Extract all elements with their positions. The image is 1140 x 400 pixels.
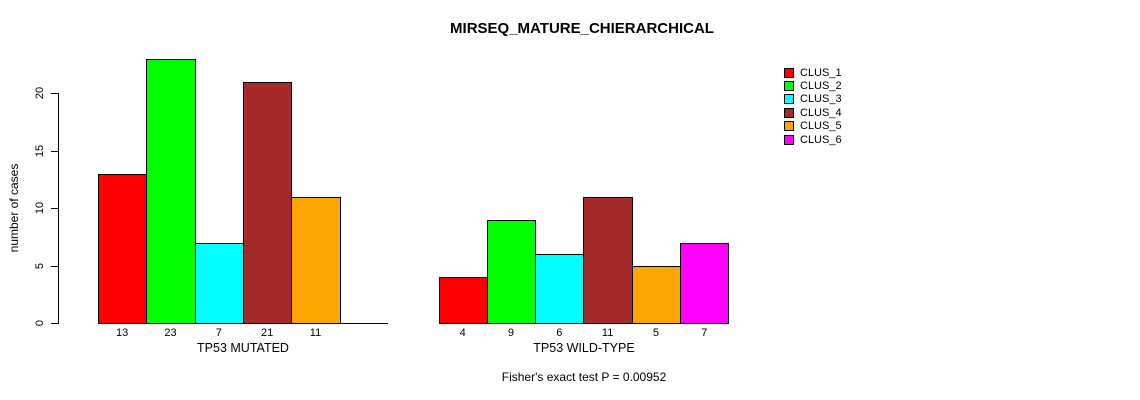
y-tick-label: 0: [34, 319, 46, 327]
legend-item: CLUS_3: [784, 93, 842, 106]
legend-item: CLUS_6: [784, 133, 842, 146]
y-axis-tick: [51, 323, 58, 324]
legend-swatch: [784, 81, 794, 92]
y-tick-label: 20: [34, 86, 46, 100]
legend-swatch: [784, 107, 794, 118]
legend-item: CLUS_1: [784, 66, 842, 79]
legend-item-label: CLUS_2: [800, 80, 842, 93]
legend-item-label: CLUS_6: [800, 133, 842, 146]
legend-item: CLUS_5: [784, 120, 842, 133]
bar: [98, 173, 148, 324]
y-tick-label: 15: [34, 144, 46, 158]
legend-item-label: CLUS_4: [800, 106, 842, 119]
legend: CLUS_1 CLUS_2 CLUS_3 CLUS_4 CLUS_5 CLUS_6: [784, 66, 842, 146]
legend-swatch: [784, 67, 794, 78]
y-axis-tick: [51, 208, 58, 209]
x-axis-label-group-2: TP53 WILD-TYPE: [533, 341, 635, 355]
bar: [438, 277, 488, 324]
legend-swatch: [784, 121, 794, 132]
legend-item-label: CLUS_5: [800, 120, 842, 133]
legend-item-label: CLUS_1: [800, 66, 842, 79]
legend-item: CLUS_2: [784, 79, 842, 92]
bar: [680, 242, 730, 324]
y-axis-tick: [51, 151, 58, 152]
bar: [146, 58, 196, 324]
chart-title: MIRSEQ_MATURE_CHIERARCHICAL: [450, 20, 714, 37]
x-axis-label-group-1: TP53 MUTATED: [197, 341, 289, 355]
bar: [486, 219, 537, 324]
legend-swatch: [784, 94, 794, 105]
bar: [535, 254, 585, 324]
bar-value-label: 9: [507, 327, 515, 339]
y-axis-tick: [51, 93, 58, 94]
bar-value-label: 11: [601, 327, 614, 339]
bar: [291, 196, 341, 324]
bar-value-label: 21: [261, 327, 274, 339]
bar-value-label: 5: [652, 327, 660, 339]
bar-value-label: 6: [556, 327, 563, 339]
bar-value-label: 7: [215, 327, 222, 339]
legend-item: CLUS_4: [784, 106, 842, 119]
footer-note: Fisher's exact test P = 0.00952: [501, 370, 667, 384]
bar: [194, 242, 244, 324]
legend-swatch: [784, 134, 794, 145]
bar: [631, 265, 682, 324]
y-axis-tick: [51, 266, 58, 267]
bar-value-label: 23: [164, 327, 177, 339]
y-tick-label: 5: [34, 262, 46, 270]
bar: [583, 196, 633, 324]
bar-value-label: 4: [459, 327, 466, 339]
bar-value-label: 13: [116, 327, 129, 339]
bar-value-label: 11: [309, 327, 322, 339]
y-axis-label: number of cases: [7, 163, 21, 253]
bar: [242, 81, 293, 324]
y-axis-line: [58, 93, 59, 324]
bar-value-label: 7: [701, 327, 708, 339]
y-tick-label: 10: [34, 201, 46, 215]
legend-item-label: CLUS_3: [800, 93, 842, 106]
